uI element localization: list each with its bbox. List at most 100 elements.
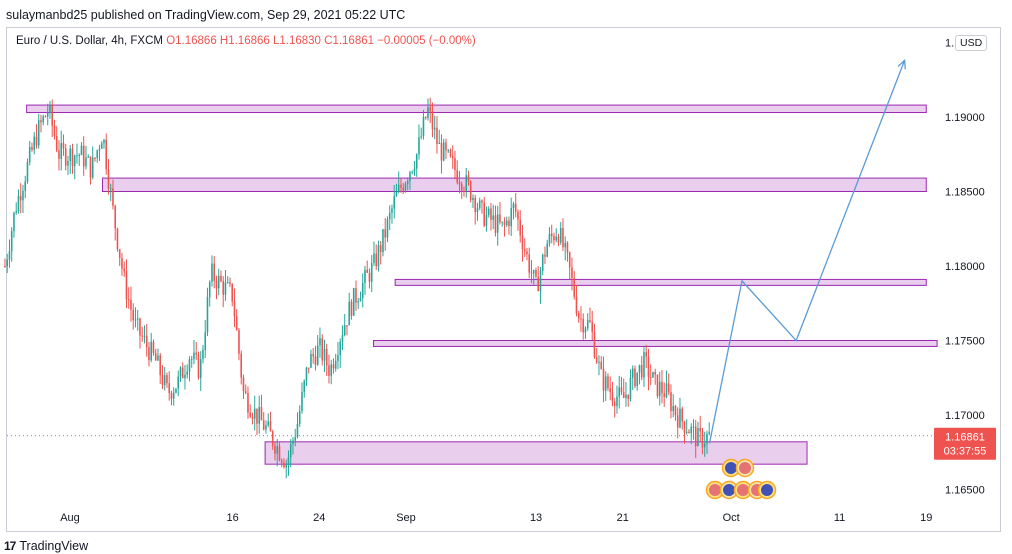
candle-body [699, 428, 702, 432]
x-tick-label: 11 [834, 512, 845, 524]
candle-body [440, 142, 443, 161]
support-resistance-zone [394, 278, 927, 286]
candle-body [42, 116, 45, 123]
candle-body [114, 205, 117, 229]
candle-body [175, 388, 177, 393]
candle-body [445, 142, 447, 151]
candle-body [559, 227, 562, 243]
candle-body [213, 263, 216, 281]
candle-body [701, 431, 704, 448]
candle-body [406, 180, 409, 184]
candle-body [377, 245, 380, 267]
candle-body [76, 155, 78, 157]
candle-body [125, 271, 128, 300]
candle-body [116, 228, 119, 250]
candle-body [253, 408, 256, 419]
x-tick-label: Aug [60, 512, 80, 524]
candle-body [107, 169, 110, 189]
event-flag-fill [737, 484, 749, 496]
candle-body [37, 120, 40, 146]
candle-body [285, 463, 288, 468]
candle-body [483, 202, 486, 226]
candle-body [265, 425, 267, 430]
candle-body [58, 150, 60, 159]
candle-body [287, 457, 290, 464]
candle-body [181, 367, 184, 379]
candle-body [663, 393, 666, 398]
candle-body [481, 200, 483, 203]
candle-body [159, 355, 162, 376]
candle-body [258, 407, 261, 424]
candle-body [553, 235, 555, 241]
candle-body [438, 142, 441, 144]
candle-body [359, 298, 362, 302]
candle-body [541, 254, 544, 271]
candle-body [638, 365, 641, 373]
candle-body [325, 348, 328, 366]
candle-body [424, 117, 427, 119]
candle-body [391, 208, 393, 213]
candle-body [269, 421, 272, 432]
candle-body [627, 394, 630, 400]
candle-body [537, 276, 540, 292]
candle-body [6, 259, 9, 267]
candle-body [307, 367, 310, 369]
ohlc-values: O1.16866 H1.16866 L1.16830 C1.16861 −0.0… [166, 35, 476, 47]
candle-body [231, 283, 234, 302]
candle-body [613, 401, 616, 407]
candle-body [260, 407, 263, 421]
candle-body [222, 281, 225, 295]
candle-body [670, 392, 672, 412]
candle-body [267, 421, 270, 426]
candle-body [521, 235, 524, 250]
candle-body [557, 236, 560, 243]
y-tick-label: 1.17500 [945, 336, 985, 348]
candle-body [35, 136, 38, 146]
candle-body [96, 150, 99, 158]
last-price-value: 1.16861 [945, 432, 985, 444]
candle-body [487, 208, 490, 216]
candle-body [262, 420, 265, 430]
candle-body [523, 249, 526, 252]
candle-body [532, 269, 535, 274]
candle-body [148, 347, 150, 361]
candle-body [429, 107, 432, 112]
candle-body [226, 282, 229, 284]
candle-body [420, 136, 423, 138]
candle-body [271, 431, 274, 446]
y-tick-label: 1.18000 [945, 261, 985, 273]
candle-body [535, 269, 537, 277]
candle-body [60, 143, 63, 159]
candle-body [593, 331, 596, 358]
tradingview-logo[interactable]: 17 TradingView [4, 539, 88, 553]
candle-body [629, 377, 632, 400]
candle-body [395, 191, 398, 197]
candle-body [10, 231, 13, 252]
candle-body [519, 219, 522, 236]
candle-body [24, 181, 27, 191]
candle-body [242, 377, 245, 392]
candle-body [616, 396, 618, 407]
symbol-legend: Euro / U.S. Dollar, 4h, FXCM O1.16866 H1… [16, 35, 476, 47]
candle-body [71, 148, 74, 167]
candle-body [190, 359, 193, 361]
candle-body [526, 251, 528, 255]
candle-body [550, 233, 553, 236]
x-tick-label: 16 [226, 512, 238, 524]
candle-body [118, 249, 121, 258]
candle-body [339, 341, 342, 356]
candle-body [517, 211, 519, 220]
candle-body [130, 299, 132, 310]
candle-body [145, 335, 148, 348]
candle-body [411, 171, 414, 173]
support-resistance-zone [264, 441, 808, 465]
candle-body [211, 263, 213, 283]
candle-body [364, 269, 366, 283]
candle-body [634, 368, 636, 387]
currency-badge[interactable]: USD [955, 35, 988, 51]
candle-body [337, 355, 339, 361]
y-tick-label: 1.18500 [945, 187, 985, 199]
candle-body [220, 275, 222, 282]
candle-body [447, 150, 450, 152]
